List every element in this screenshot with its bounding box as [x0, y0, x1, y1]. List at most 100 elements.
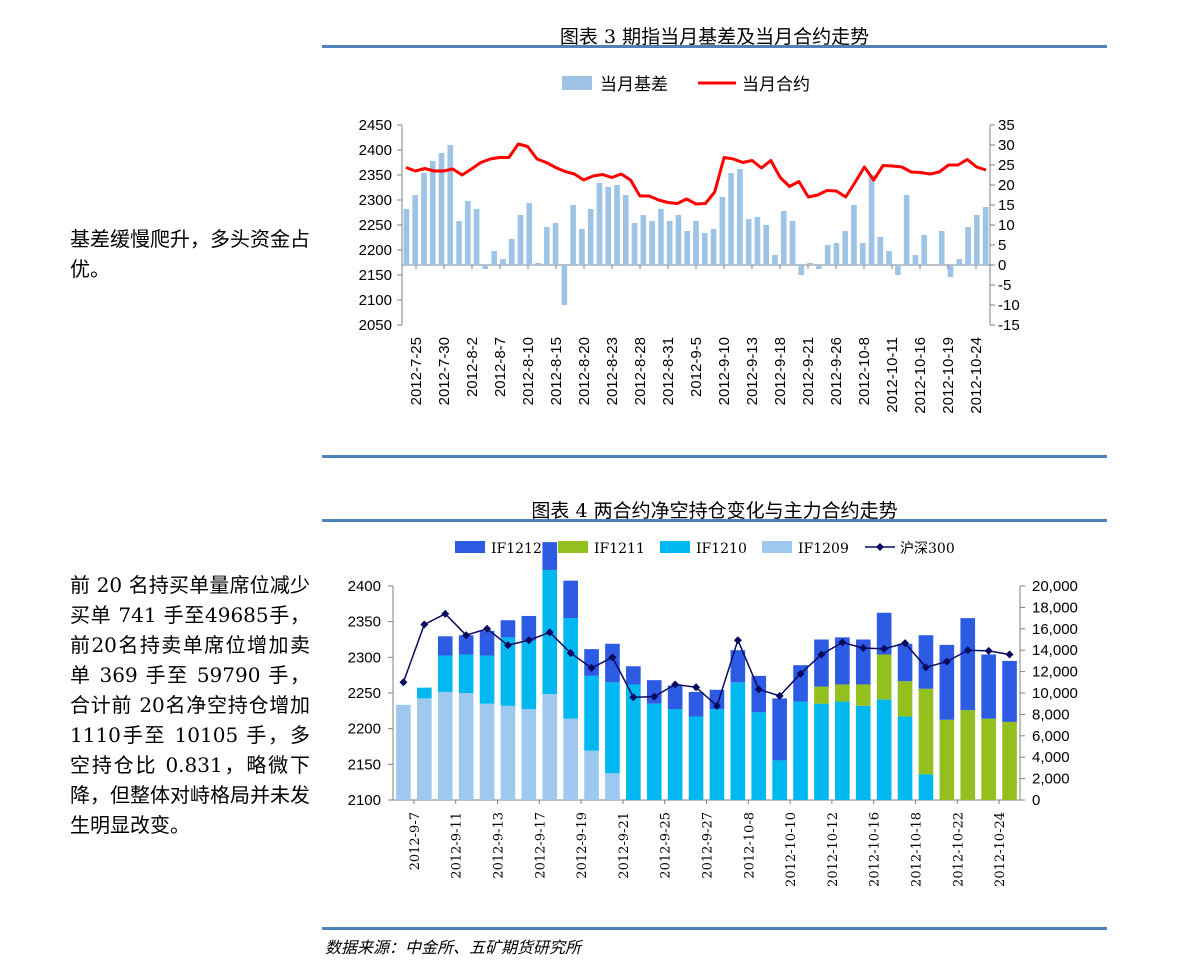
legend-if1212-label: IF1212	[491, 541, 542, 557]
basis-bar	[456, 221, 462, 265]
x-tick-label: 2012-9-13	[492, 812, 507, 879]
basis-bar	[465, 201, 471, 265]
if1210-bar	[584, 675, 599, 751]
basis-bar	[763, 225, 770, 265]
if1212-bar	[1002, 660, 1017, 722]
x-tick-label: 2012-10-18	[910, 812, 925, 887]
if1212-bar	[918, 635, 934, 689]
if1210-bar	[458, 654, 474, 693]
basis-bar	[640, 215, 647, 265]
right-tick-label: 5	[998, 237, 1006, 254]
hs300-point	[1005, 650, 1014, 659]
if1212-bar	[939, 644, 955, 720]
if1210-bar	[646, 703, 662, 800]
x-tick-label: 2012-8-28	[632, 337, 649, 405]
x-tick-label: 2012-9-17	[533, 812, 548, 879]
basis-bar	[807, 263, 813, 265]
basis-bar	[701, 233, 708, 265]
hs300-point	[587, 664, 596, 673]
if1212-bar	[814, 639, 829, 687]
right-tick-label: 0	[1032, 792, 1040, 809]
left-tick-label: 2400	[359, 142, 392, 159]
x-tick-label: 2012-8-7	[492, 337, 509, 397]
basis-bar	[982, 207, 989, 265]
basis-bar	[412, 195, 418, 265]
if1212-bar	[876, 612, 892, 655]
left-tick-label: 2350	[359, 167, 392, 184]
basis-bar	[772, 255, 778, 265]
right-tick-label: 20	[998, 177, 1015, 194]
x-tick-label: 2012-10-24	[968, 337, 985, 414]
basis-bar	[947, 265, 954, 277]
basis-bar	[552, 223, 559, 265]
basis-bar	[421, 173, 427, 265]
basis-bar	[842, 231, 849, 265]
if1212-bar	[772, 698, 787, 761]
if1210-bar	[626, 684, 641, 800]
basis-bar	[956, 259, 963, 265]
basis-bar	[491, 251, 497, 265]
x-tick-label: 2012-7-30	[436, 337, 453, 405]
basis-bar	[824, 245, 831, 265]
basis-bar	[561, 265, 568, 305]
if1210-bar	[835, 701, 850, 800]
chart4-bottom-rule	[322, 927, 1107, 930]
hs300-point	[775, 691, 784, 700]
hs300-point	[420, 620, 429, 629]
basis-bar	[912, 255, 919, 265]
basis-bar	[447, 145, 454, 265]
if1210-bar	[855, 705, 871, 800]
if1210-bar	[876, 699, 892, 800]
hs300-point	[838, 638, 847, 647]
hs300-line	[402, 612, 1010, 708]
if1210-bar	[500, 637, 516, 706]
if1209-bar	[542, 694, 558, 800]
left-tick-label: 2450	[359, 117, 392, 134]
hs300-point	[608, 653, 617, 662]
basis-bar	[649, 221, 655, 265]
if1212-bar	[584, 649, 599, 676]
basis-bar	[895, 265, 901, 275]
if1211-bar	[1002, 721, 1017, 800]
hs300-point	[650, 692, 659, 701]
if1210-bar	[730, 682, 746, 800]
if1210-bar	[667, 709, 683, 800]
x-tick-label: 2012-9-25	[659, 812, 674, 879]
if1210-bar	[814, 703, 829, 800]
basis-bar	[903, 195, 910, 265]
if1210-bar	[793, 701, 808, 800]
chart3-top-rule	[322, 45, 1107, 48]
hs300-point	[921, 663, 930, 672]
basis-bar	[500, 259, 506, 265]
x-tick-label: 2012-8-2	[464, 337, 481, 397]
basis-bar	[780, 211, 787, 265]
hs300-point	[796, 669, 805, 678]
hs300-point	[754, 685, 763, 694]
x-tick-label: 2012-9-19	[575, 812, 590, 879]
if1210-bar	[751, 712, 767, 800]
legend-if1210-label: IF1210	[696, 541, 747, 557]
basis-commentary: 基差缓慢爬升，多头资金占优。	[70, 227, 310, 281]
x-tick-label: 2012-10-11	[884, 337, 901, 413]
left-tick-label: 2050	[359, 317, 392, 334]
left-tick-label: 2300	[359, 192, 392, 209]
basis-bar	[675, 215, 682, 265]
hs300-point	[566, 649, 575, 658]
x-tick-label: 2012-9-13	[744, 337, 761, 405]
basis-bar	[631, 223, 638, 265]
x-tick-label: 2012-10-10	[784, 812, 799, 887]
basis-bar	[684, 231, 691, 265]
legend-if1209-label: IF1209	[798, 541, 849, 557]
hs300-point	[733, 636, 742, 645]
hs300-point	[817, 650, 826, 659]
legend-contract-label: 当月合约	[742, 75, 810, 95]
if1210-bar	[605, 682, 620, 774]
basis-bar	[833, 243, 840, 265]
if1209-bar	[500, 705, 516, 800]
right-tick-label: -10	[998, 297, 1020, 314]
left-tick-label: 2350	[348, 614, 381, 631]
if1211-bar	[835, 684, 850, 702]
basis-bar	[789, 221, 796, 265]
basis-bar	[868, 175, 875, 265]
